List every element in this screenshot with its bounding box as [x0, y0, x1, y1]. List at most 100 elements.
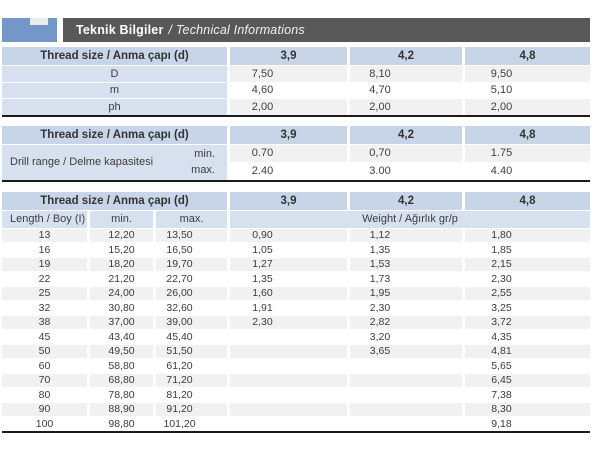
length-cell: 70: [2, 373, 87, 387]
weight-cell: [350, 402, 462, 416]
weight-cell: [230, 330, 347, 344]
max-cell: 81,20: [166, 388, 193, 401]
weight-cell: 5,65: [491, 359, 512, 372]
value-cell: 4.40: [490, 165, 513, 177]
weight-cell: 1,35: [252, 272, 273, 285]
length-cell: 22: [38, 272, 51, 285]
weight-cell: 1,73: [369, 272, 391, 285]
max-cell: 61,20: [166, 359, 193, 372]
length-cell: 60: [38, 359, 51, 372]
weight-cell: [350, 373, 462, 387]
max-cell: 91,20: [156, 402, 227, 416]
weight-cell: 2,30: [230, 315, 347, 329]
length-cell: 50: [2, 344, 87, 358]
weight-cell: 1,60: [230, 286, 347, 300]
max-cell: 13,50: [156, 228, 227, 242]
max-cell: 32,60: [166, 301, 193, 314]
value-cell: 5,10: [490, 84, 513, 97]
min-cell: 49,50: [90, 344, 153, 358]
max-cell: 101,20: [163, 417, 196, 430]
weight-cell: [350, 388, 462, 402]
column-header-label: Thread size / Anma çapı (d): [2, 191, 227, 210]
weight-cell: 1,05: [252, 243, 273, 256]
min-cell: 12,20: [90, 228, 153, 242]
length-cell: 90: [2, 402, 87, 416]
drill-range-label-cell: Drill range / Delme kapasitesi min. max.: [2, 144, 227, 180]
column-header-size: 4,2: [350, 47, 462, 65]
weight-cell: [350, 359, 462, 373]
column-header-label: Thread size / Anma çapı (d): [2, 125, 227, 144]
min-label: min.: [194, 148, 215, 160]
min-column-header: min.: [90, 210, 153, 228]
weight-cell: 3,20: [369, 330, 391, 343]
length-column-header: Length / Boy (I): [2, 210, 87, 228]
max-cell: 51,50: [156, 344, 227, 358]
scan-artifact: [30, 18, 48, 25]
value-cell: 3.00: [369, 165, 391, 177]
length-cell: 13: [2, 228, 87, 242]
length-cell: 38: [2, 315, 87, 329]
weight-column-header: Weight / Ağırlık gr/p: [230, 210, 590, 228]
weight-cell: 1,80: [465, 228, 590, 242]
column-header-size: 3,9: [230, 125, 347, 144]
min-cell: 68,80: [90, 373, 153, 387]
weight-cell: 1,12: [350, 228, 462, 242]
drill-range-label: Drill range / Delme kapasitesi: [10, 156, 154, 168]
weight-cell: 1,91: [252, 301, 273, 314]
title-english: / Technical Informations: [168, 23, 305, 37]
min-cell: 88,90: [90, 402, 153, 416]
max-label: max.: [191, 164, 215, 176]
length-cell: 16: [38, 243, 51, 256]
weight-cell: 9,18: [491, 417, 512, 430]
section-header: Teknik Bilgiler / Technical Informations: [2, 18, 590, 42]
value-cell: 2.40: [251, 165, 274, 177]
weight-cell: [350, 417, 462, 431]
row-label: D: [2, 66, 227, 82]
weight-cell: 1,27: [230, 257, 347, 271]
weight-cell: 1,85: [491, 243, 512, 256]
value-cell: 4,70: [369, 84, 391, 97]
weight-cell: 8,30: [465, 402, 590, 416]
weight-cell: 1,95: [350, 286, 462, 300]
column-header-label: Thread size / Anma çapı (d): [2, 47, 227, 65]
weight-cell: [230, 402, 347, 416]
weight-cell: [230, 359, 347, 373]
row-label: m: [2, 82, 227, 98]
value-cell: 7,50: [230, 66, 347, 82]
min-cell: 43,40: [108, 330, 135, 343]
weight-cell: 4,35: [491, 330, 512, 343]
min-max-labels: min. max.: [191, 146, 215, 178]
min-cell: 21,20: [108, 272, 135, 285]
drill-range-table: Thread size / Anma çapı (d) 3,9 4,2 4,8 …: [2, 125, 590, 182]
weight-cell: 2,15: [465, 257, 590, 271]
weight-cell: 2,30: [491, 272, 512, 285]
weight-cell: 7,38: [491, 388, 512, 401]
column-header-size: 4,8: [465, 191, 590, 210]
max-cell: 45,40: [166, 330, 193, 343]
max-column-header: max.: [156, 210, 227, 228]
weight-cell: [230, 373, 347, 387]
weight-cell: 3,25: [491, 301, 512, 314]
value-cell: 8,10: [350, 66, 462, 82]
weight-cell: 3,72: [465, 315, 590, 329]
length-cell: 32: [38, 301, 51, 314]
weight-cell: [230, 344, 347, 358]
min-cell: 18,20: [90, 257, 153, 271]
min-cell: 98,80: [108, 417, 135, 430]
weight-cell: 2,55: [465, 286, 590, 300]
max-cell: 19,70: [156, 257, 227, 271]
column-header-size: 4,2: [350, 125, 462, 144]
length-cell: 25: [2, 286, 87, 300]
length-cell: 45: [38, 330, 51, 343]
length-weight-table: Thread size / Anma çapı (d) 3,9 4,2 4,8 …: [2, 191, 590, 433]
min-cell: 30,80: [108, 301, 135, 314]
column-header-size: 4,2: [350, 191, 462, 210]
min-cell: 15,20: [108, 243, 135, 256]
section-title-bar: Teknik Bilgiler / Technical Informations: [63, 18, 590, 42]
weight-cell: 1,35: [369, 243, 391, 256]
weight-cell: [230, 417, 347, 431]
weight-cell: [230, 388, 347, 402]
max-cell: 22,70: [166, 272, 193, 285]
value-cell: 2,00: [230, 99, 347, 115]
length-cell: 80: [38, 388, 51, 401]
